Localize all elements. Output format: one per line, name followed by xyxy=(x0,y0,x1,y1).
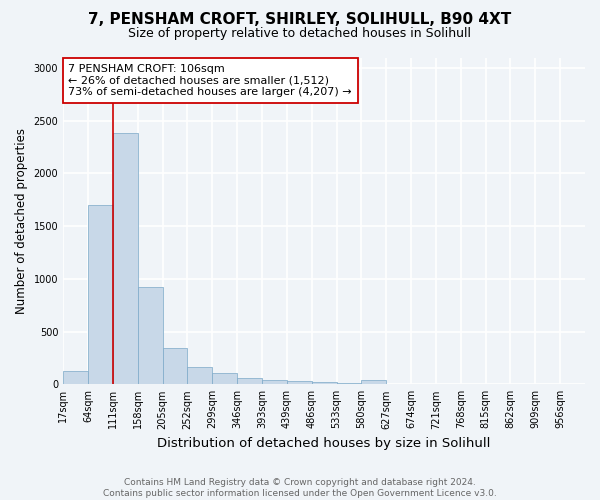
Bar xyxy=(361,380,386,384)
Bar xyxy=(337,382,361,384)
Bar xyxy=(237,378,262,384)
Y-axis label: Number of detached properties: Number of detached properties xyxy=(15,128,28,314)
Bar xyxy=(63,370,88,384)
Text: Size of property relative to detached houses in Solihull: Size of property relative to detached ho… xyxy=(128,28,472,40)
Bar xyxy=(88,205,113,384)
Bar xyxy=(262,380,287,384)
Bar xyxy=(212,372,237,384)
Bar xyxy=(187,367,212,384)
Bar xyxy=(113,134,138,384)
X-axis label: Distribution of detached houses by size in Solihull: Distribution of detached houses by size … xyxy=(157,437,491,450)
Bar xyxy=(163,348,187,384)
Text: Contains HM Land Registry data © Crown copyright and database right 2024.
Contai: Contains HM Land Registry data © Crown c… xyxy=(103,478,497,498)
Bar xyxy=(287,381,311,384)
Text: 7 PENSHAM CROFT: 106sqm
← 26% of detached houses are smaller (1,512)
73% of semi: 7 PENSHAM CROFT: 106sqm ← 26% of detache… xyxy=(68,64,352,97)
Bar xyxy=(138,288,163,384)
Text: 7, PENSHAM CROFT, SHIRLEY, SOLIHULL, B90 4XT: 7, PENSHAM CROFT, SHIRLEY, SOLIHULL, B90… xyxy=(88,12,512,28)
Bar xyxy=(311,382,337,384)
